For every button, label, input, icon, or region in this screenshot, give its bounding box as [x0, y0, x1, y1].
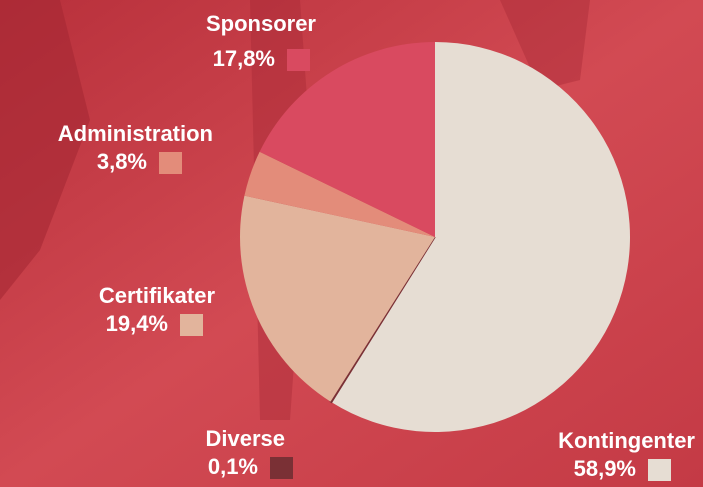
- legend-swatch: [648, 459, 671, 481]
- legend-swatch: [270, 457, 293, 479]
- legend-swatch: [180, 314, 203, 336]
- legend-swatch: [159, 152, 182, 174]
- legend-label: Kontingenter: [558, 428, 695, 453]
- legend-label: Sponsorer: [206, 11, 316, 36]
- legend-label: Administration: [58, 121, 213, 146]
- chart: Kontingenter 58,9% Diverse 0,1% Certifikater…: [0, 0, 703, 487]
- value-label: 58,9%: [574, 456, 636, 481]
- legend-label: Diverse: [205, 426, 285, 451]
- value-label: 19,4%: [106, 311, 168, 336]
- legend-label: Certifikater: [99, 283, 216, 308]
- legend-swatch: [287, 49, 310, 71]
- value-label: 3,8%: [97, 149, 147, 174]
- value-label: 0,1%: [208, 454, 258, 479]
- value-label: 17,8%: [213, 46, 275, 71]
